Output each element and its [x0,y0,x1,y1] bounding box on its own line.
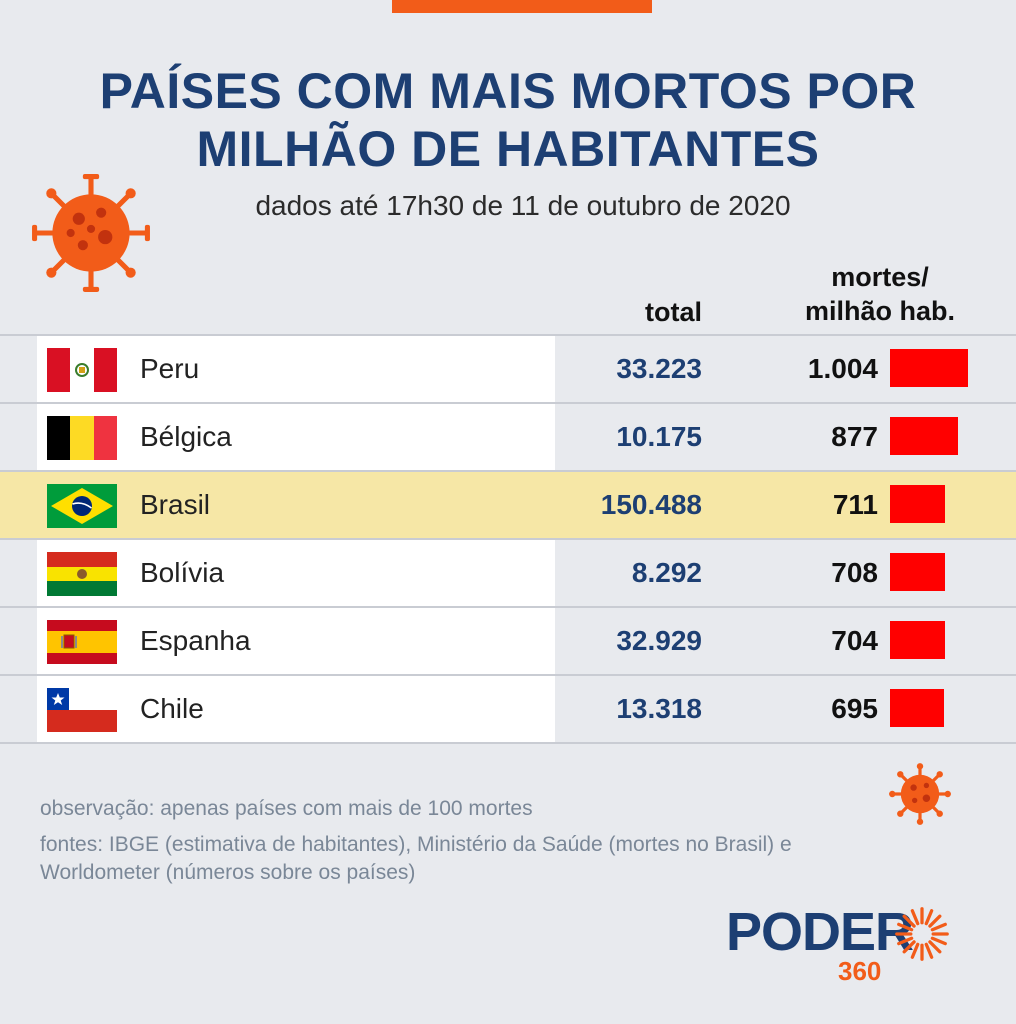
rate-bar [890,553,945,591]
table-row-brasil: Brasil 150.488 711 [0,470,1016,538]
rate-bar [890,349,968,387]
sources-note: fontes: IBGE (estimativa de habitantes),… [40,833,792,884]
observation-note: observação: apenas países com mais de 10… [40,797,533,820]
brazil-flag [47,484,117,528]
belgium-flag [47,416,117,460]
deaths-per-million: 877 [831,421,878,452]
total-deaths: 13.318 [616,693,702,724]
total-deaths: 33.223 [616,353,702,384]
deaths-per-million: 695 [831,693,878,724]
page-title: PAÍSES COM MAIS MORTOS POR MILHÃO DE HAB… [0,62,1016,178]
poder360-sun-icon [895,907,949,961]
table-row-belgica: Bélgica 10.175 877 [0,402,1016,470]
top-accent-bar [392,0,652,13]
table-row-bolivia: Bolívia 8.292 708 [0,538,1016,606]
country-name: Espanha [140,625,251,656]
country-name: Chile [140,693,204,724]
row-background [37,676,555,742]
column-header-rate: mortes/ milhão hab. [790,260,970,328]
subtitle: dados até 17h30 de 11 de outubro de 2020 [255,190,791,221]
table-row-chile: Chile 13.318 695 [0,674,1016,744]
column-header-rate-line-1: mortes/ [831,262,929,292]
country-name: Peru [140,353,200,384]
spain-flag [47,620,117,664]
rate-bar [890,621,945,659]
deaths-per-million: 704 [831,625,878,656]
column-header-rate-line-2: milhão hab. [804,296,956,326]
country-name: Bolívia [140,557,225,588]
column-header-total: total [645,297,702,327]
total-deaths: 10.175 [616,421,702,452]
row-background [37,540,555,606]
title-line-2: MILHÃO DE HABITANTES [196,121,820,177]
rate-bar [890,689,944,727]
total-deaths: 32.929 [616,625,702,656]
deaths-per-million: 708 [831,557,878,588]
rate-bar [890,417,958,455]
table-row-peru: Peru 33.223 1.004 [0,334,1016,402]
row-background [37,608,555,674]
title-line-1: PAÍSES COM MAIS MORTOS POR [99,63,917,119]
peru-flag [47,348,117,392]
bolivia-flag [47,552,117,596]
rate-bar [890,485,945,523]
poder360-logo: PODER 360 [726,902,976,992]
coronavirus-icon [889,763,951,825]
deaths-table: Peru 33.223 1.004 Bélgica 10.175 877 Bra… [0,334,1016,744]
total-deaths: 150.488 [600,489,702,520]
country-name: Bélgica [140,421,232,452]
row-background [37,404,555,470]
deaths-per-million: 711 [832,489,878,520]
logo-number: 360 [838,956,882,986]
coronavirus-icon [32,174,150,292]
country-name: Brasil [140,489,211,520]
chile-flag [47,688,117,732]
deaths-per-million: 1.004 [807,353,878,384]
row-background [37,336,555,402]
logo-text: PODER [726,902,914,962]
table-row-espanha: Espanha 32.929 704 [0,606,1016,674]
total-deaths: 8.292 [631,557,702,588]
